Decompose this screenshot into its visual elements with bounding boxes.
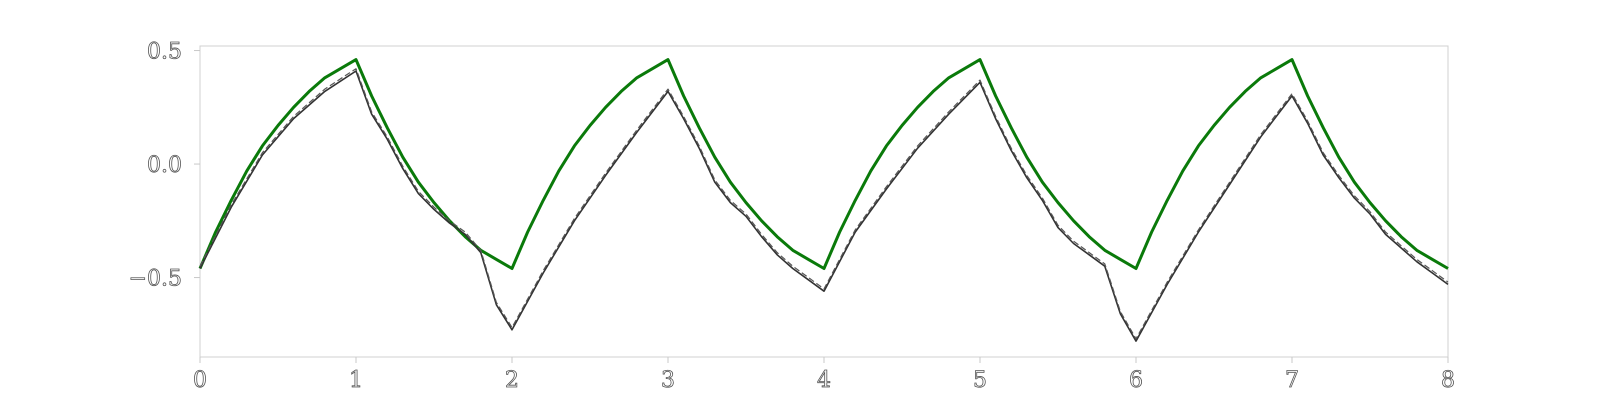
series-line-2 [199,70,1449,342]
x-axis: 0 1 2 3 4 5 6 7 8 [193,357,1455,393]
x-tick-label: 2 [505,368,519,393]
series-line-1 [198,58,1449,270]
y-tick-label: 0.0 [147,153,182,178]
y-tick-label: −0.5 [129,267,182,292]
x-tick-label: 5 [973,368,987,393]
plot-frame [199,45,1449,358]
x-tick-label: 1 [349,368,363,393]
x-tick-label: 7 [1285,368,1299,393]
series-layer [198,58,1449,342]
x-tick-label: 6 [1129,368,1143,393]
y-axis: 0.5 0.0 −0.5 [128,39,200,292]
series-line-3 [199,68,1449,340]
x-tick-label: 8 [1441,368,1455,393]
x-tick-label: 0 [193,368,207,393]
x-tick-label: 4 [817,368,831,393]
y-tick-label: 0.5 [147,40,182,65]
x-tick-label: 3 [661,368,675,393]
